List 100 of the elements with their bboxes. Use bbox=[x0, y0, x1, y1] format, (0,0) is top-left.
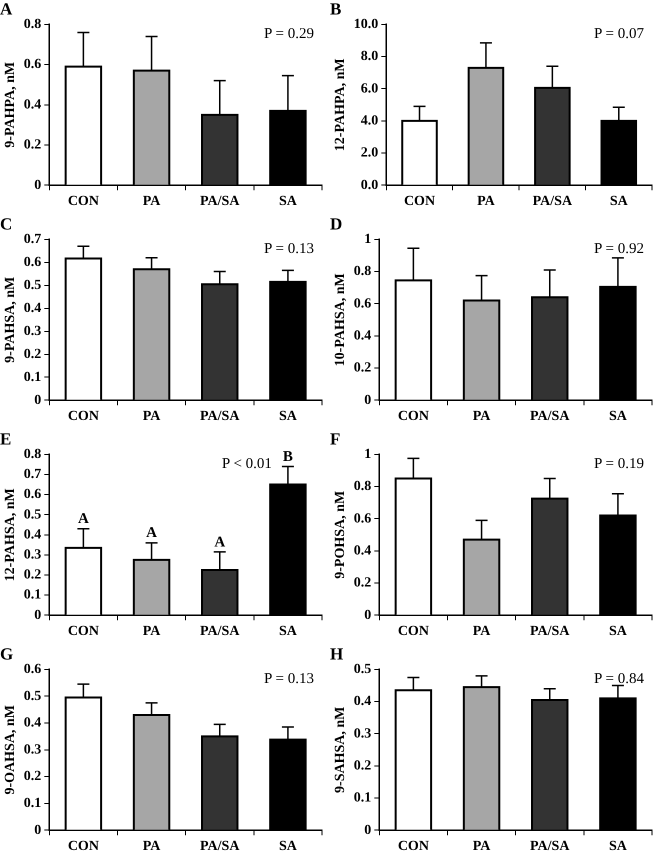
y-tick-label: 0.7 bbox=[24, 232, 42, 248]
y-tick-label: 0.2 bbox=[354, 360, 372, 376]
annotation: P = 0.84 bbox=[594, 670, 644, 687]
x-tick-label: PA bbox=[472, 839, 492, 854]
x-tick-label: CON bbox=[398, 409, 429, 424]
y-tick-label: 0.2 bbox=[24, 138, 42, 153]
y-tick-label: 0.1 bbox=[24, 588, 42, 603]
y-tick-label: 0.3 bbox=[354, 726, 372, 742]
chart-title: D bbox=[330, 214, 342, 234]
y-tick-label: 0.1 bbox=[354, 790, 372, 806]
y-tick-label: 0.4 bbox=[24, 97, 42, 112]
y-tick-label: 0.4 bbox=[354, 543, 372, 558]
y-tick-label: 0.7 bbox=[24, 467, 42, 482]
chart-title: H bbox=[330, 644, 344, 664]
y-tick-label: 4.0 bbox=[360, 113, 378, 128]
chart-title: B bbox=[330, 0, 342, 19]
y-tick-label: 0 bbox=[364, 822, 372, 838]
annotation: B bbox=[282, 448, 293, 465]
chart-title: G bbox=[0, 644, 14, 664]
y-tick-label: 0 bbox=[34, 822, 42, 838]
annotation: A bbox=[214, 534, 226, 550]
y-tick-label: 1 bbox=[364, 447, 372, 462]
annotation: P = 0.13 bbox=[264, 670, 314, 687]
y-tick-label: 0.2 bbox=[24, 769, 42, 784]
y-tick-label: 0.8 bbox=[24, 17, 42, 32]
annotation: P = 0.29 bbox=[264, 26, 314, 42]
y-tick-label: 0 bbox=[364, 608, 372, 623]
x-tick-label: PA bbox=[142, 839, 162, 854]
x-tick-label: PA/SA bbox=[532, 194, 573, 210]
y-tick-label: 0.5 bbox=[24, 688, 42, 704]
y-tick-label: 0.6 bbox=[24, 254, 42, 270]
y-tick-label: 10.0 bbox=[354, 17, 378, 32]
y-axis-title: 10-PAHSA, nM bbox=[333, 273, 348, 366]
y-tick-label: 0 bbox=[34, 392, 42, 408]
y-axis-title: 12-PAHPA, nM bbox=[333, 58, 348, 152]
x-tick-label: PA bbox=[477, 194, 496, 210]
x-tick-label: PA/SA bbox=[530, 839, 570, 854]
annotation: P = 0.92 bbox=[594, 240, 644, 257]
y-tick-label: 0.4 bbox=[354, 694, 372, 710]
y-tick-label: 1 bbox=[364, 232, 372, 248]
y-tick-label: 8.0 bbox=[360, 49, 378, 64]
chart-title: F bbox=[330, 430, 340, 449]
x-tick-label: CON bbox=[68, 194, 99, 210]
y-tick-label: 0.5 bbox=[24, 278, 42, 293]
y-axis-title: 9-PAHSA, nM bbox=[3, 276, 18, 363]
y-tick-label: 0.4 bbox=[24, 300, 42, 316]
x-tick-label: PA/SA bbox=[200, 624, 240, 640]
x-tick-label: PA/SA bbox=[200, 839, 240, 854]
y-tick-label: 0.6 bbox=[24, 487, 42, 502]
y-tick-label: 0.8 bbox=[354, 479, 372, 494]
x-tick-label: CON bbox=[68, 624, 99, 640]
x-tick-label: CON bbox=[68, 409, 99, 424]
y-tick-label: 0.2 bbox=[354, 758, 372, 774]
y-tick-label: 0.6 bbox=[354, 296, 372, 312]
y-tick-label: 0.1 bbox=[24, 796, 42, 812]
annotation: A bbox=[146, 525, 158, 542]
y-tick-label: 6.0 bbox=[360, 81, 378, 96]
x-tick-label: CON bbox=[398, 839, 429, 854]
y-tick-label: 0.2 bbox=[354, 576, 372, 591]
y-tick-label: 2.0 bbox=[360, 146, 378, 161]
x-tick-label: SA bbox=[608, 409, 628, 424]
y-tick-label: 0.6 bbox=[24, 662, 42, 678]
chart-title: E bbox=[0, 430, 12, 449]
y-tick-label: 0.8 bbox=[354, 264, 372, 280]
y-tick-label: 0 bbox=[34, 178, 42, 193]
x-tick-label: PA/SA bbox=[200, 409, 240, 424]
y-tick-label: 0.3 bbox=[24, 742, 42, 758]
y-tick-label: 0.6 bbox=[24, 57, 42, 72]
x-tick-label: SA bbox=[608, 839, 628, 854]
y-tick-label: 0.4 bbox=[354, 328, 372, 344]
x-tick-label: CON bbox=[404, 194, 436, 210]
x-tick-label: SA bbox=[610, 194, 629, 210]
y-tick-label: 0.5 bbox=[24, 507, 42, 522]
y-tick-label: 0.8 bbox=[24, 447, 42, 462]
y-tick-label: 0.4 bbox=[24, 716, 42, 731]
chart-title: C bbox=[0, 214, 12, 234]
x-tick-label: SA bbox=[278, 194, 298, 210]
x-tick-label: CON bbox=[398, 624, 429, 640]
chart-title: A bbox=[0, 0, 13, 19]
x-tick-label: PA/SA bbox=[530, 624, 570, 640]
x-tick-label: SA bbox=[278, 839, 298, 854]
x-tick-label: PA bbox=[142, 624, 162, 640]
y-tick-label: 0.4 bbox=[24, 527, 42, 542]
annotation: P = 0.13 bbox=[264, 240, 314, 257]
x-tick-label: SA bbox=[278, 624, 298, 640]
x-tick-label: CON bbox=[68, 839, 99, 854]
x-tick-label: PA bbox=[142, 409, 162, 424]
y-tick-label: 0.3 bbox=[24, 548, 42, 563]
y-tick-label: 0 bbox=[34, 608, 42, 623]
y-axis-title: 9-PAHPA, nM bbox=[3, 62, 18, 148]
y-axis-title: 9-OAHSA, nM bbox=[3, 705, 18, 795]
y-tick-label: 0 bbox=[364, 392, 372, 408]
annotation: P < 0.01 bbox=[222, 456, 272, 472]
y-tick-label: 0.6 bbox=[354, 511, 372, 526]
x-tick-label: PA/SA bbox=[530, 409, 570, 424]
x-tick-label: PA bbox=[142, 194, 162, 210]
x-tick-label: PA bbox=[472, 409, 492, 424]
y-tick-label: 0.3 bbox=[24, 324, 42, 339]
y-tick-label: 0.2 bbox=[24, 568, 42, 583]
x-tick-label: PA bbox=[472, 624, 492, 640]
